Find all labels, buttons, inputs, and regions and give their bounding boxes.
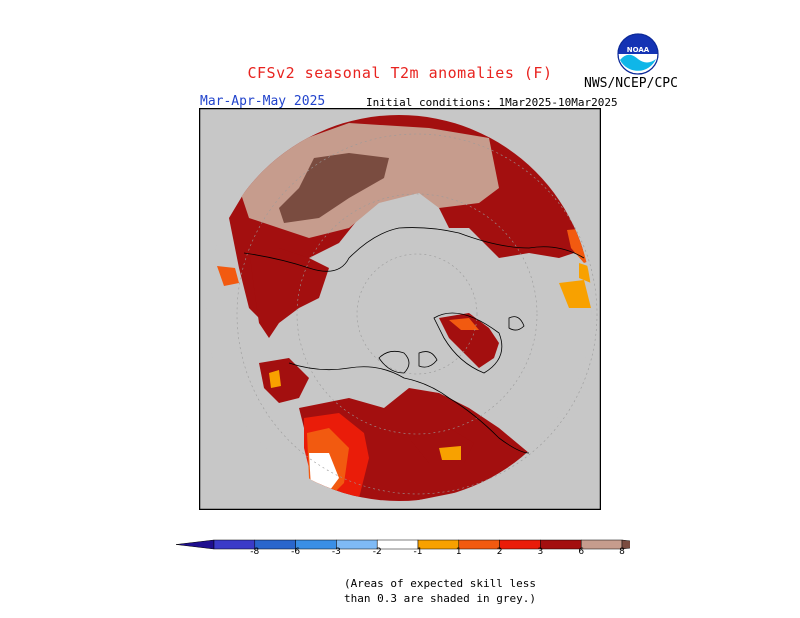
colorbar-swatch bbox=[295, 539, 337, 550]
colorbar-swatch bbox=[254, 539, 296, 550]
colorbar-swatch bbox=[499, 539, 541, 550]
colorbar-tick-label: 6 bbox=[578, 547, 585, 557]
colorbar bbox=[175, 539, 630, 550]
svg-text:NOAA: NOAA bbox=[627, 46, 650, 54]
colorbar-tick-label: -3 bbox=[331, 547, 341, 557]
skill-note-line-2: than 0.3 are shaded in grey.) bbox=[343, 592, 537, 605]
colorbar-swatch bbox=[458, 539, 500, 550]
colorbar-swatch bbox=[213, 539, 256, 550]
colorbar-swatch bbox=[376, 539, 419, 550]
coastline-north-america bbox=[288, 362, 530, 454]
colorbar-tick-label: 8 bbox=[619, 547, 625, 557]
forecast-period: Mar-Apr-May 2025 bbox=[200, 94, 326, 109]
colorbar-arrow-high bbox=[621, 539, 630, 550]
siberia-brown-anomaly bbox=[279, 153, 389, 223]
colorbar-tick-label: 3 bbox=[537, 547, 544, 557]
colorbar-tick-label: 1 bbox=[455, 547, 462, 557]
colorbar-tick-label: 2 bbox=[496, 547, 503, 557]
colorbar-swatch bbox=[336, 539, 378, 550]
colorbar-tick-label: -6 bbox=[291, 547, 301, 557]
coastline-eurasia bbox=[243, 227, 585, 272]
map-title: CFSv2 seasonal T2m anomalies (F) bbox=[247, 64, 553, 82]
organization-label: NWS/NCEP/CPC bbox=[584, 76, 678, 91]
colorbar-tick-label: -2 bbox=[372, 547, 382, 557]
initial-conditions: Initial conditions: 1Mar2025-10Mar2025 bbox=[366, 96, 618, 109]
colorbar-swatch bbox=[417, 539, 460, 550]
skill-note: (Areas of expected skill less than 0.3 a… bbox=[330, 576, 550, 606]
colorbar-arrow-low bbox=[175, 539, 215, 550]
colorbar-tick-label: -1 bbox=[413, 547, 423, 557]
noaa-logo: NOAA bbox=[617, 33, 659, 75]
colorbar-tick-label: -8 bbox=[250, 547, 260, 557]
coastline-greenland bbox=[433, 312, 503, 374]
colorbar-swatch bbox=[540, 539, 582, 550]
polar-anomaly-map bbox=[199, 108, 601, 510]
skill-note-line-1: (Areas of expected skill less bbox=[343, 577, 537, 590]
colorbar-swatch bbox=[580, 539, 623, 550]
